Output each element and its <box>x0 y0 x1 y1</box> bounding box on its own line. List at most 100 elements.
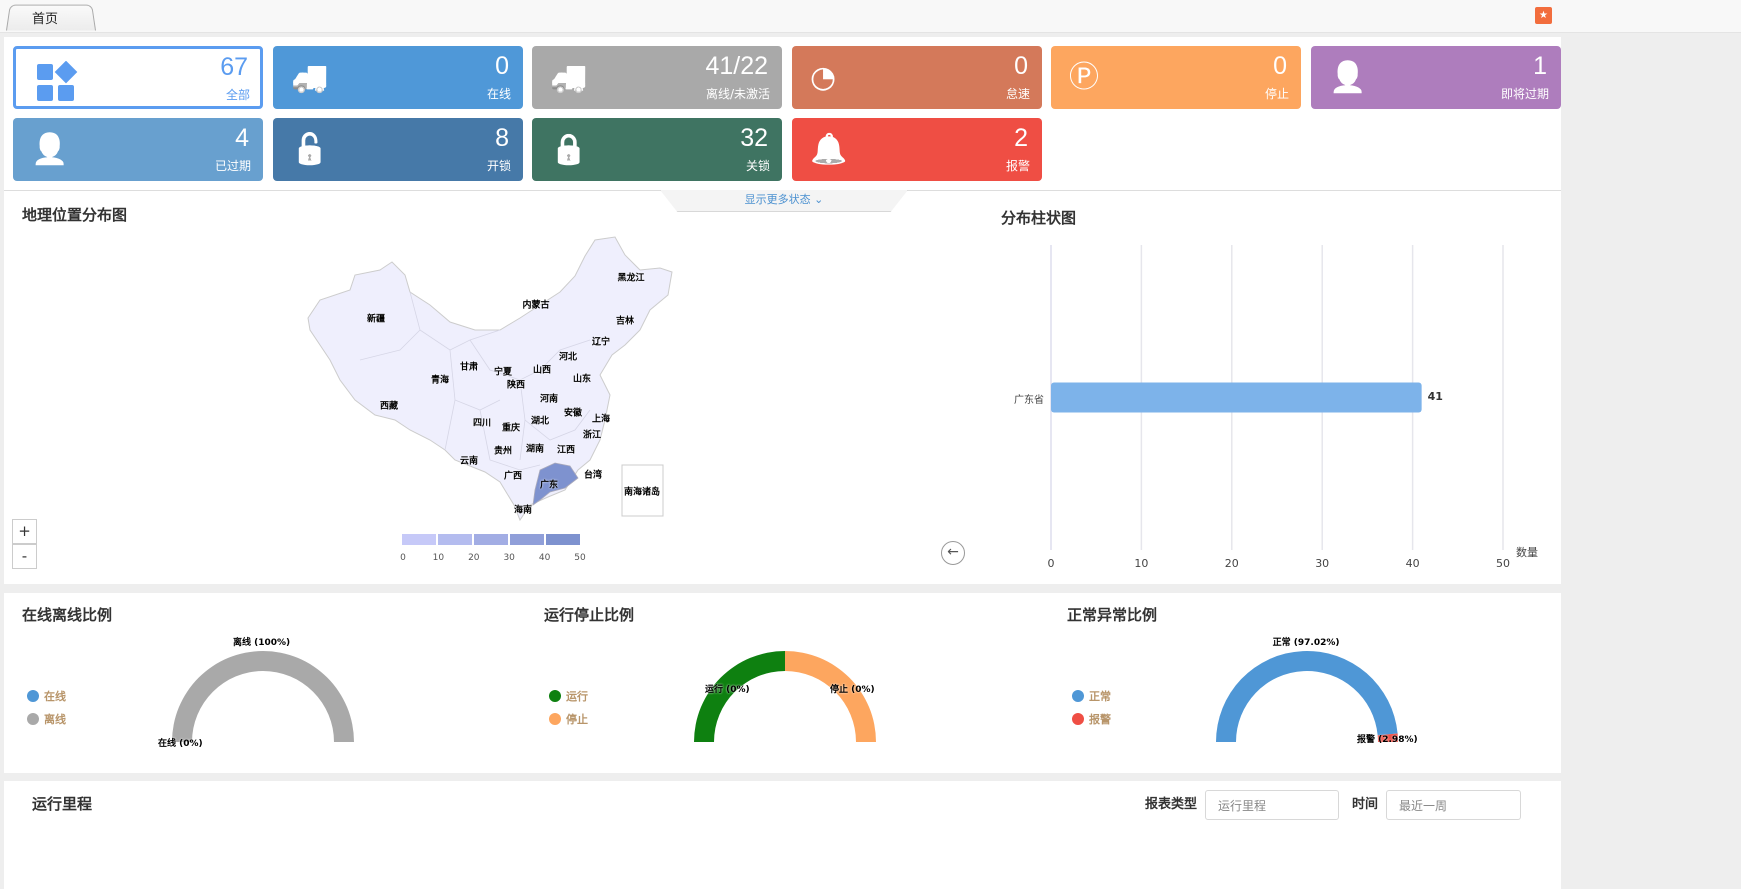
province-label: 西藏 <box>379 401 399 412</box>
visual-map-tick: 50 <box>574 553 586 563</box>
status-card-grid[interactable]: 67 全部 <box>13 46 263 109</box>
x-tick-label: 0 <box>1047 557 1055 570</box>
gauge-slice[interactable] <box>785 651 876 742</box>
visual-map-block[interactable] <box>474 534 508 545</box>
card-label: 开锁 <box>486 159 511 173</box>
legend-label: 停止 <box>566 713 588 726</box>
report-title: 运行里程 <box>32 795 93 813</box>
province-label: 广西 <box>503 471 523 482</box>
truck-offline-icon: 🚚 <box>550 60 588 95</box>
gauge-slice-label: 报警 (2.98%) <box>1357 735 1418 745</box>
status-card-truck-signal[interactable]: 🚚 0 在线 <box>273 46 523 109</box>
visual-map-block[interactable] <box>438 534 472 545</box>
tab-bar: 首页 ★ <box>0 0 1741 33</box>
province-label: 宁夏 <box>493 367 513 378</box>
province-label: 四川 <box>472 418 492 429</box>
visual-map-tick: 10 <box>432 553 445 563</box>
tab-home-label[interactable]: 首页 <box>32 12 59 27</box>
unlock-icon: 🔓 <box>291 132 329 167</box>
zoom-out-button[interactable]: - <box>12 544 37 569</box>
visual-map-tick: 30 <box>503 553 515 563</box>
bar-chart-title: 分布柱状图 <box>1001 209 1077 227</box>
status-card-unlock[interactable]: 🔓 8 开锁 <box>273 118 523 181</box>
bar[interactable] <box>1051 382 1422 413</box>
card-count: 67 <box>220 53 248 81</box>
card-count: 2 <box>1014 124 1028 152</box>
gauge-slice[interactable] <box>694 651 785 742</box>
province-label: 吉林 <box>615 316 635 327</box>
card-count: 8 <box>495 124 509 152</box>
province-label: 云南 <box>459 456 479 467</box>
province-label: 新疆 <box>366 314 386 325</box>
province-label: 贵州 <box>493 446 513 457</box>
guangdong-region[interactable] <box>532 462 579 506</box>
card-label: 已过期 <box>214 159 251 173</box>
province-label: 海南 <box>513 505 533 516</box>
gauge-slice[interactable] <box>172 651 354 742</box>
visual-map-tick: 20 <box>468 553 480 563</box>
province-label: 上海 <box>591 414 611 425</box>
card-label: 报警 <box>1005 159 1030 173</box>
province-label: 湖北 <box>530 416 550 427</box>
gauge-slice-label: 正常 (97.02%) <box>1272 638 1340 649</box>
show-more-status-label: 显示更多状态 <box>744 193 811 206</box>
province-label: 湖南 <box>525 444 545 455</box>
legend-item[interactable]: 停止 <box>549 711 588 727</box>
user-clock-icon: 👤 <box>1329 60 1367 95</box>
time-select[interactable]: 最近一周 <box>1386 790 1521 820</box>
status-card-truck-offline[interactable]: 🚚 41/22 离线/未激活 <box>532 46 782 109</box>
visual-map-block[interactable] <box>402 534 436 545</box>
legend-item[interactable]: 正常 <box>1072 688 1111 704</box>
legend-item[interactable]: 在线 <box>27 688 66 704</box>
legend-dot-icon <box>549 713 561 725</box>
card-count: 4 <box>235 124 249 152</box>
status-card-user-ban[interactable]: 👤 4 已过期 <box>13 118 263 181</box>
map-title: 地理位置分布图 <box>22 206 128 224</box>
province-label: 河北 <box>558 352 578 363</box>
legend-item[interactable]: 运行 <box>549 688 588 704</box>
lock-icon: 🔒 <box>550 132 588 167</box>
province-label: 内蒙古 <box>522 300 550 311</box>
star-folder-icon[interactable]: ★ <box>1535 7 1552 24</box>
user-ban-icon: 👤 <box>31 132 69 167</box>
gauge-title: 在线离线比例 <box>22 606 113 624</box>
card-label: 怠速 <box>1005 87 1030 101</box>
show-more-status-button[interactable]: 显示更多状态 ⌄ <box>660 190 908 212</box>
province-label: 辽宁 <box>591 337 611 348</box>
time-label: 时间 <box>1352 797 1379 812</box>
card-label: 在线 <box>486 87 511 101</box>
report-type-label: 报表类型 <box>1145 797 1198 812</box>
gauge-slice-label: 停止 (0%) <box>830 685 875 695</box>
province-label: 广东 <box>539 480 559 491</box>
legend-dot-icon <box>1072 713 1084 725</box>
zoom-in-button[interactable]: + <box>12 519 37 544</box>
legend-item[interactable]: 离线 <box>27 711 66 727</box>
gauge-slice[interactable] <box>1216 650 1398 742</box>
card-label: 停止 <box>1264 87 1289 101</box>
status-card-lock[interactable]: 🔒 32 关锁 <box>532 118 782 181</box>
status-card-alarm-bell[interactable]: 🔔 2 报警 <box>792 118 1042 181</box>
status-card-parking[interactable]: Ⓟ 0 停止 <box>1051 46 1301 109</box>
province-label: 台湾 <box>583 470 603 481</box>
arrow-left-icon[interactable]: ← <box>941 541 965 565</box>
china-outline[interactable] <box>307 236 673 522</box>
x-axis-label: 数量 <box>1516 546 1538 559</box>
visual-map-block[interactable] <box>546 534 580 545</box>
visual-map-block[interactable] <box>510 534 544 545</box>
province-label: 南海诸岛 <box>623 487 661 498</box>
status-card-gauge[interactable]: ◔ 0 怠速 <box>792 46 1042 109</box>
report-type-select[interactable]: 运行里程 <box>1205 790 1339 820</box>
card-count: 0 <box>1014 52 1028 80</box>
card-label: 即将过期 <box>1500 87 1549 101</box>
legend-dot-icon <box>27 690 39 702</box>
legend-item[interactable]: 报警 <box>1072 711 1111 727</box>
gauge-slice-label: 离线 (100%) <box>233 638 291 648</box>
legend-label: 在线 <box>44 690 66 703</box>
province-label: 山东 <box>572 374 592 385</box>
x-tick-label: 50 <box>1496 557 1510 570</box>
status-card-user-clock[interactable]: 👤 1 即将过期 <box>1311 46 1561 109</box>
gauge-slice[interactable] <box>1377 733 1398 742</box>
ratio-panel <box>4 593 1561 773</box>
